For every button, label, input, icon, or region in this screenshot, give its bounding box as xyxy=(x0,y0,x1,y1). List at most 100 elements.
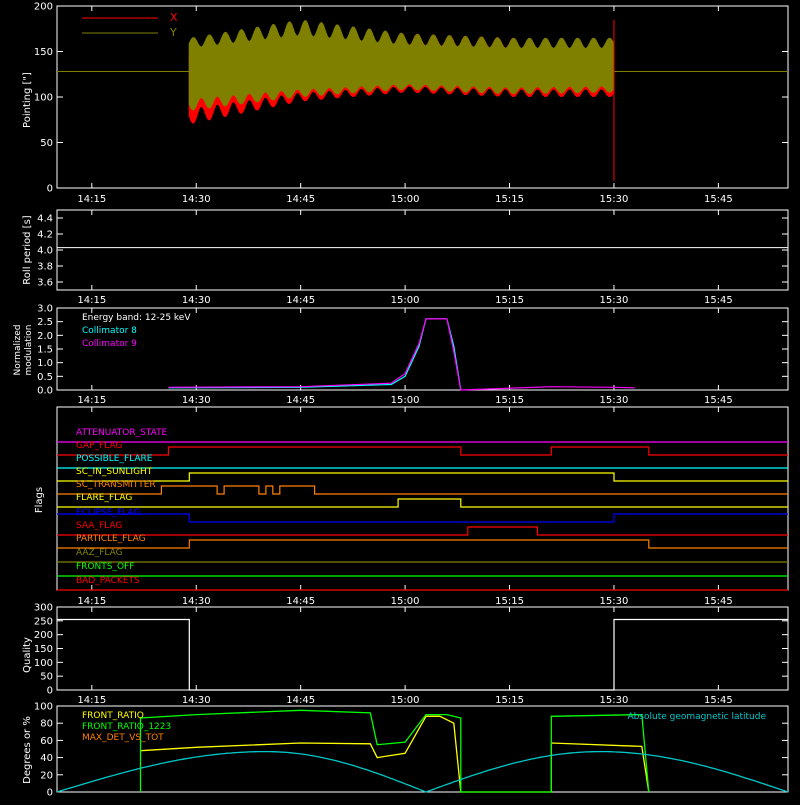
xtick-label-quality-5: 15:30 xyxy=(600,695,629,706)
flag-line-eclipse_flag xyxy=(57,513,788,523)
ytick-label-roll-4: 4.4 xyxy=(37,214,53,225)
flag-line-saa_flag xyxy=(57,526,788,536)
modulation-ylabel-line1: Normalized xyxy=(13,324,23,375)
ytick-label-modulation-3: 1.5 xyxy=(37,345,53,356)
xtick-label-modulation-0: 14:15 xyxy=(77,395,106,406)
ytick-label-pointing-3: 150 xyxy=(34,47,53,58)
flag-label-2: POSSIBLE_FLARE xyxy=(76,454,153,464)
ytick-label-modulation-4: 2.0 xyxy=(37,331,53,342)
xtick-label-pointing-1: 14:30 xyxy=(182,194,211,205)
flag-line-sc_transmitter xyxy=(57,485,788,495)
xtick-label-pointing-6: 15:45 xyxy=(704,194,733,205)
ytick-label-pointing-4: 200 xyxy=(34,2,53,13)
modulation-legend-c9: Collimator 9 xyxy=(82,339,137,349)
ytick-label-modulation-1: 0.5 xyxy=(37,372,53,383)
flag-label-5: FLARE_FLAG xyxy=(76,493,132,503)
modulation-legend-band: Energy band: 12-25 keV xyxy=(82,313,191,323)
xtick-label-roll-1: 14:30 xyxy=(182,295,211,306)
ratios-legend-front1223: FRONT_RATIO_1223 xyxy=(82,722,171,732)
ytick-label-roll-3: 4.2 xyxy=(37,230,53,241)
modulation-ylabel-line2: modulation xyxy=(24,325,34,376)
flag-label-11: BAD_PACKETS xyxy=(76,576,140,586)
ytick-label-modulation-6: 3.0 xyxy=(37,304,53,315)
ytick-label-ratios-0: 0 xyxy=(47,788,53,799)
xtick-label-quality-0: 14:15 xyxy=(77,695,106,706)
roll-ylabel: Roll period [s] xyxy=(22,215,33,284)
ytick-label-quality-4: 200 xyxy=(34,630,53,641)
flag-label-10: FRONTS_OFF xyxy=(76,562,134,572)
ratios-legend-geomag: Absolute geomagnetic latitude xyxy=(627,712,766,722)
panel-frame-ratios xyxy=(56,705,789,793)
ytick-label-pointing-1: 50 xyxy=(40,138,53,149)
ratios-legend-front: FRONT_RATIO xyxy=(82,711,144,721)
xtick-label-pointing-4: 15:15 xyxy=(495,194,524,205)
ytick-label-modulation-2: 1.0 xyxy=(37,358,53,369)
xtick-label-modulation-4: 15:15 xyxy=(495,395,524,406)
ratios-absolute-geomagnetic-latitude-series xyxy=(56,750,789,793)
ytick-label-modulation-5: 2.5 xyxy=(37,317,53,328)
ytick-label-roll-2: 4.0 xyxy=(37,246,53,257)
xtick-label-flags-4: 15:15 xyxy=(495,596,524,607)
xtick-label-modulation-3: 15:00 xyxy=(391,395,420,406)
flag-line-flare_flag xyxy=(57,498,788,508)
flag-label-0: ATTENUATOR_STATE xyxy=(76,428,168,438)
ytick-label-modulation-0: 0.0 xyxy=(37,386,53,397)
ytick-label-ratios-5: 100 xyxy=(34,702,53,713)
xtick-label-modulation-1: 14:30 xyxy=(182,395,211,406)
xtick-label-roll-6: 15:45 xyxy=(704,295,733,306)
ytick-label-roll-1: 3.8 xyxy=(37,262,53,273)
ytick-label-quality-3: 150 xyxy=(34,644,53,655)
xtick-label-modulation-5: 15:30 xyxy=(600,395,629,406)
ytick-label-ratios-1: 20 xyxy=(40,770,53,781)
ratios-legend-maxdet: MAX_DET_VS_TOT xyxy=(82,733,164,743)
flag-line-particle_flag xyxy=(57,539,788,549)
flag-label-1: GAP_FLAG xyxy=(76,441,122,451)
xtick-label-flags-2: 14:45 xyxy=(286,596,315,607)
flag-label-3: SC_IN_SUNLIGHT xyxy=(76,467,153,477)
xtick-label-roll-2: 14:45 xyxy=(286,295,315,306)
flag-line-gap_flag xyxy=(57,446,788,456)
xtick-label-quality-4: 15:15 xyxy=(495,695,524,706)
xtick-label-flags-3: 15:00 xyxy=(391,596,420,607)
flag-label-9: AAZ_FLAG xyxy=(76,548,123,558)
xtick-label-pointing-0: 14:15 xyxy=(77,194,106,205)
xtick-label-pointing-2: 14:45 xyxy=(286,194,315,205)
xtick-label-quality-1: 14:30 xyxy=(182,695,211,706)
xtick-label-flags-5: 15:30 xyxy=(600,596,629,607)
xtick-label-flags-6: 15:45 xyxy=(704,596,733,607)
flags-ylabel: Flags xyxy=(34,487,45,513)
xtick-label-modulation-2: 14:45 xyxy=(286,395,315,406)
ytick-label-ratios-3: 60 xyxy=(40,736,53,747)
ytick-label-quality-1: 50 xyxy=(40,672,53,683)
pointing-Y-series xyxy=(188,20,615,111)
flag-label-6: ECLIPSE_FLAG xyxy=(76,508,140,518)
ratios-front_ratio_1223-series xyxy=(139,709,650,793)
xtick-label-roll-5: 15:30 xyxy=(600,295,629,306)
pointing-legend-y: Y xyxy=(169,26,177,39)
xtick-label-pointing-5: 15:30 xyxy=(600,194,629,205)
ytick-label-pointing-0: 0 xyxy=(47,184,53,195)
xtick-label-quality-2: 14:45 xyxy=(286,695,315,706)
xtick-label-roll-0: 14:15 xyxy=(77,295,106,306)
xtick-label-quality-3: 15:00 xyxy=(391,695,420,706)
ytick-label-ratios-2: 40 xyxy=(40,753,53,764)
ytick-label-roll-0: 3.6 xyxy=(37,278,53,289)
ytick-label-quality-6: 300 xyxy=(34,603,53,614)
xtick-label-flags-1: 14:30 xyxy=(182,596,211,607)
pointing-ylabel: Pointing ["] xyxy=(22,72,33,128)
xtick-label-flags-0: 14:15 xyxy=(77,596,106,607)
flag-line-sc_in_sunlight xyxy=(57,472,788,482)
ratios-ylabel: Degrees or % xyxy=(22,716,33,784)
flag-labels: ATTENUATOR_STATE GAP_FLAG POSSIBLE_FLARE… xyxy=(76,428,168,586)
xtick-label-quality-6: 15:45 xyxy=(704,695,733,706)
ytick-label-quality-2: 100 xyxy=(34,658,53,669)
ytick-label-quality-0: 0 xyxy=(47,686,53,697)
panel-frames: 14:15 14:30 14:45 15:00 15:15 15:30 15:45 0 50 10… xyxy=(34,2,789,799)
ytick-label-quality-5: 250 xyxy=(34,616,53,627)
ytick-label-pointing-2: 100 xyxy=(34,93,53,104)
modulation-collimator-8-series xyxy=(168,318,462,391)
quality-ylabel: Quality xyxy=(22,637,33,673)
xtick-label-roll-3: 15:00 xyxy=(391,295,420,306)
